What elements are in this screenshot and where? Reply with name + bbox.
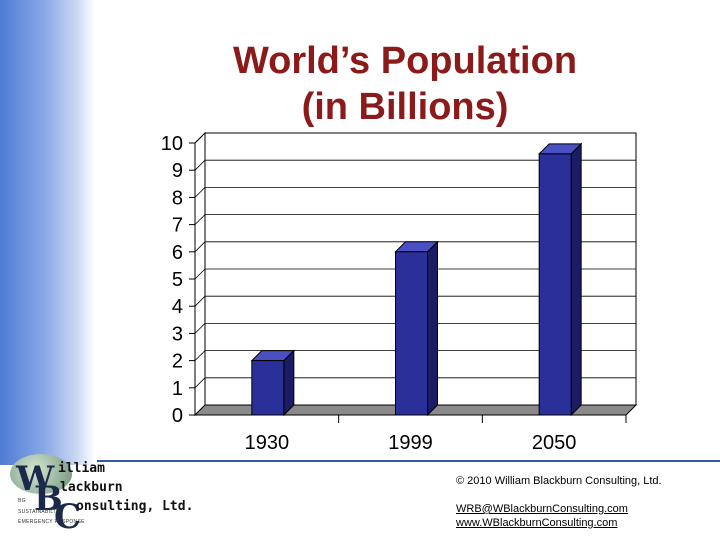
gridline: [194, 241, 636, 253]
logo-tag-emergency: EMERGENCY RESPONSE: [18, 519, 85, 525]
gridline: [194, 268, 636, 280]
chart-title-line-1: World’s Population: [232, 40, 578, 82]
y-tick-label: 10: [161, 133, 183, 155]
gridline: [194, 214, 636, 225]
contact-links: WRB@WBlackburnConsulting.com www.WBlackb…: [456, 502, 628, 530]
y-tick-label: 0: [172, 405, 183, 427]
copyright-text: © 2010 William Blackburn Consulting, Ltd…: [456, 475, 662, 487]
x-tick-label: 2050: [532, 432, 577, 454]
gridline: [194, 350, 636, 361]
bar-chart: 0 1 2 3 4 5 6 7 8 9 10 1930 1999 2050: [161, 131, 638, 454]
y-tick-label: 5: [172, 269, 183, 291]
website-link[interactable]: www.WBlackburnConsulting.com: [456, 517, 618, 529]
logo-letter-c: C: [54, 497, 82, 537]
gridline: [194, 159, 636, 171]
logo-letter-w: W: [16, 459, 55, 499]
logo-word-consulting: onsulting, Ltd.: [76, 499, 194, 514]
left-gradient-band: [0, 0, 95, 465]
gridline: [194, 377, 636, 389]
x-tick-label: 1930: [245, 432, 290, 454]
bar: [251, 360, 285, 416]
gridline: [194, 295, 636, 307]
email-link[interactable]: WRB@WBlackburnConsulting.com: [456, 503, 628, 515]
y-tick-label: 9: [172, 160, 183, 182]
y-tick-label: 4: [172, 296, 183, 318]
gridline: [194, 132, 636, 144]
company-logo: W B C illiam lackburn onsulting, Ltd. BG…: [10, 452, 210, 537]
logo-letter-b: B: [34, 479, 63, 519]
gridline: [194, 186, 636, 198]
logo-tag-bg: BG: [18, 498, 26, 504]
y-tick-label: 1: [172, 378, 183, 400]
logo-tag-sustainability: SUSTAINABILITY: [18, 509, 63, 515]
y-tick-label: 3: [172, 323, 183, 345]
y-tick-label: 7: [172, 215, 183, 237]
chart-title-line-2: (in Billions): [301, 86, 509, 128]
y-tick-label: 8: [172, 187, 183, 209]
chart-title: World’s Population (in Billions): [150, 38, 660, 130]
y-tick-label: 6: [172, 242, 183, 264]
logo-word-blackburn: lackburn: [60, 480, 123, 495]
bar-side: [283, 349, 295, 417]
bar: [395, 251, 428, 416]
globe-icon: [10, 454, 72, 494]
y-tick-label: 2: [172, 351, 183, 373]
bar-side: [427, 240, 438, 417]
logo-word-william: illiam: [58, 461, 105, 476]
gridline: [194, 322, 636, 334]
x-tick-label: 1999: [388, 432, 433, 454]
footer-divider: [97, 460, 720, 462]
bar: [538, 153, 572, 416]
bar-side: [570, 142, 582, 417]
